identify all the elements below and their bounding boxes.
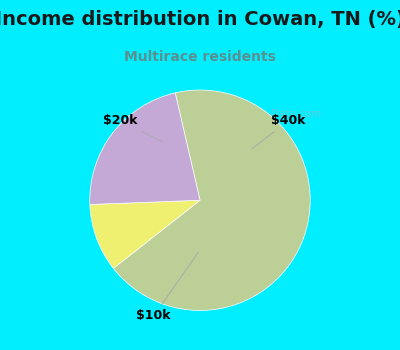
Wedge shape <box>90 93 200 204</box>
Wedge shape <box>90 200 200 268</box>
Text: Multirace residents: Multirace residents <box>124 50 276 64</box>
Text: $20k: $20k <box>103 114 162 142</box>
Text: $40k: $40k <box>252 114 306 149</box>
Text: Income distribution in Cowan, TN (%): Income distribution in Cowan, TN (%) <box>0 10 400 29</box>
Text: $10k: $10k <box>136 252 198 322</box>
Text: City-Data.com: City-Data.com <box>248 109 322 119</box>
Wedge shape <box>113 90 310 310</box>
